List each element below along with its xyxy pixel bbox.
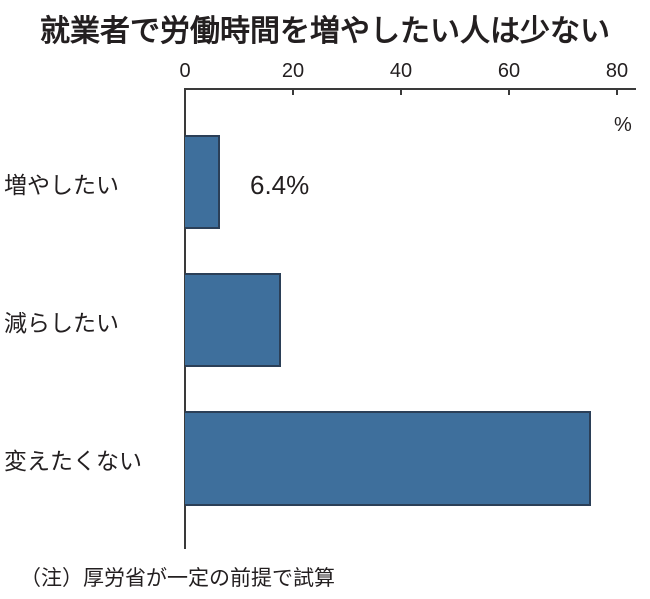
category-label-decrease: 減らしたい (4, 311, 119, 337)
x-tick-label-40: 40 (389, 60, 413, 82)
x-axis-line (184, 88, 636, 90)
x-tick-80 (616, 89, 618, 95)
x-tick-label-0: 0 (179, 60, 191, 82)
category-label-no-change: 変えたくない (4, 449, 142, 475)
unit-label: % (614, 114, 632, 136)
x-tick-60 (508, 89, 510, 95)
x-tick-label-20: 20 (281, 60, 305, 82)
x-tick-20 (292, 89, 294, 95)
bar-no-change (185, 411, 591, 506)
value-label-increase: 6.4% (250, 170, 310, 200)
bar-decrease (185, 273, 281, 367)
chart-title: 就業者で労働時間を増やしたい人は少ない (40, 14, 610, 49)
x-tick-label-60: 60 (497, 60, 521, 82)
x-tick-40 (400, 89, 402, 95)
bar-increase (185, 135, 220, 229)
footnote: （注）厚労省が一定の前提で試算 (20, 566, 335, 590)
category-label-increase: 増やしたい (4, 173, 119, 199)
x-tick-label-80: 80 (605, 60, 629, 82)
